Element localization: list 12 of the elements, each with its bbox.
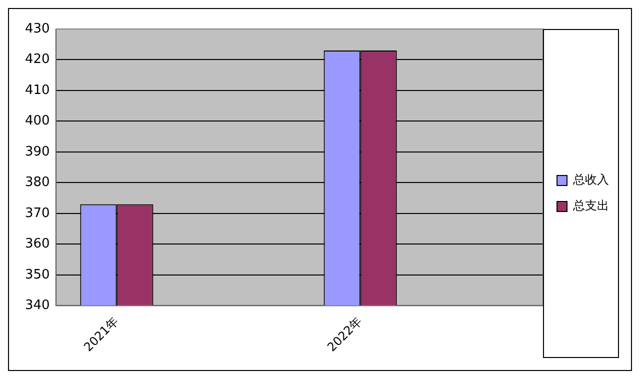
y-tick-label: 380 — [24, 175, 50, 190]
y-tick-label: 360 — [24, 236, 50, 252]
y-tick-label: 390 — [24, 144, 50, 160]
y-tick-label: 350 — [24, 267, 50, 282]
legend-label: 总收入 — [572, 172, 609, 187]
y-tick-label: 420 — [24, 52, 50, 68]
y-tick-label: 410 — [24, 82, 50, 98]
legend-label: 总支出 — [572, 198, 609, 213]
y-tick-label: 430 — [24, 21, 50, 36]
y-tick-label: 340 — [24, 298, 50, 314]
y-tick-label: 400 — [24, 114, 50, 129]
y-tick-label: 370 — [24, 206, 50, 221]
